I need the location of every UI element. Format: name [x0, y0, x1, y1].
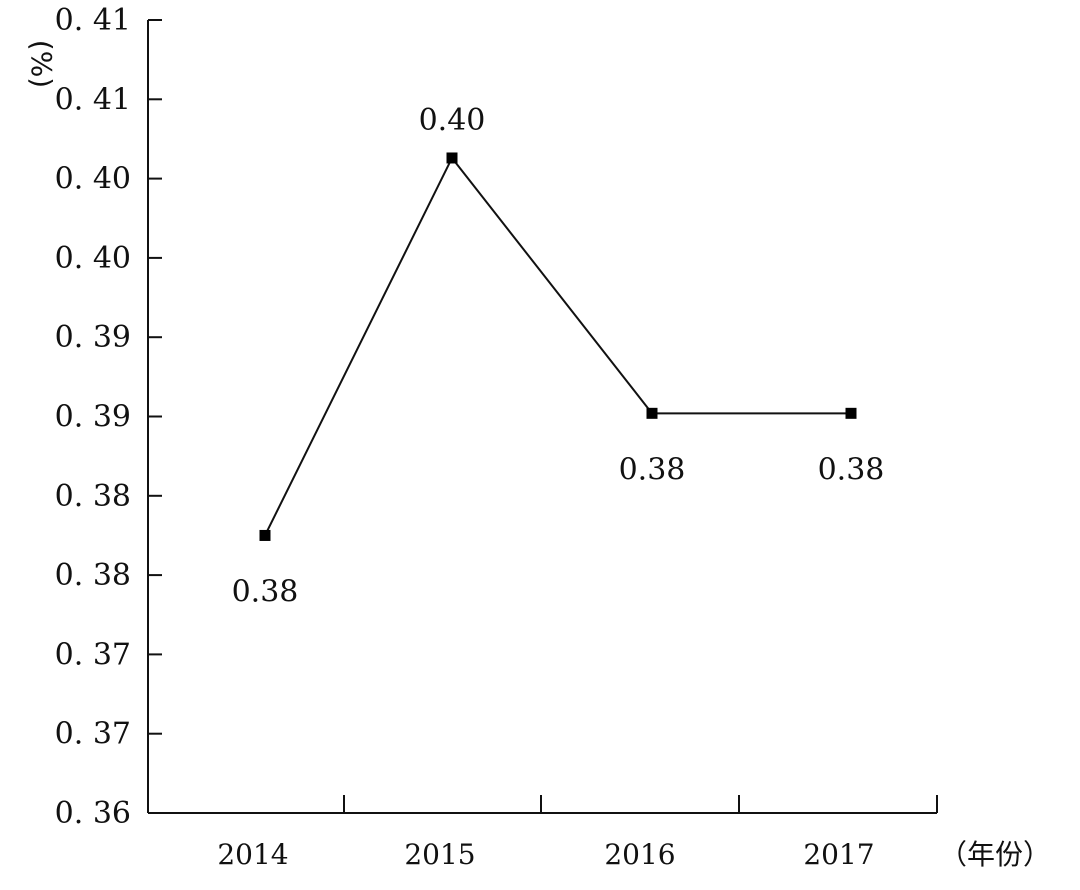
- data-point-marker: [259, 529, 271, 541]
- y-tick-label: 0. 40: [55, 162, 131, 197]
- x-tick-label: 2017: [803, 838, 874, 871]
- data-label: 0.40: [419, 103, 486, 138]
- y-tick-label: 0. 37: [55, 637, 131, 672]
- y-tick-label: 0. 39: [55, 320, 131, 355]
- data-label: 0.38: [818, 452, 885, 487]
- y-tick-label: 0. 39: [55, 400, 131, 435]
- x-axis-unit-label: （年份）: [939, 838, 1051, 871]
- x-tick-label: 2014: [217, 838, 288, 871]
- data-point-marker: [646, 407, 658, 419]
- data-point-marker: [845, 407, 857, 419]
- y-tick-label: 0. 40: [55, 241, 131, 276]
- series: [259, 152, 857, 541]
- y-tick-label: 0. 41: [55, 3, 131, 38]
- data-label: 0.38: [232, 574, 299, 609]
- data-labels: 0.38 0.40 0.38 0.38: [232, 103, 885, 609]
- series-line: [264, 156, 851, 536]
- x-tick-label: 2015: [404, 838, 475, 871]
- x-tick-label: 2016: [604, 838, 675, 871]
- y-axis-unit-label: (%): [25, 40, 58, 88]
- y-tick-label: 0. 38: [55, 479, 131, 514]
- x-axis: 2014 2015 2016 2017: [148, 795, 938, 871]
- y-tick-label: 0. 37: [55, 717, 131, 752]
- data-point-marker: [446, 152, 458, 164]
- y-axis: 0. 36 0. 37 0. 37 0. 38 0. 38 0. 39 0. 39 0. 40…: [55, 3, 162, 831]
- y-tick-label: 0. 41: [55, 82, 131, 117]
- y-tick-label: 0. 36: [55, 796, 131, 831]
- y-tick-label: 0. 38: [55, 558, 131, 593]
- data-label: 0.38: [619, 452, 686, 487]
